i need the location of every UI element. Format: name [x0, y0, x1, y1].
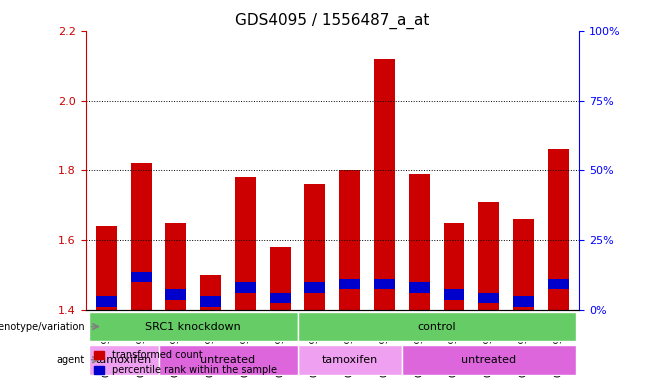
- Bar: [443, 223, 465, 310]
- Title: GDS4095 / 1556487_a_at: GDS4095 / 1556487_a_at: [235, 13, 430, 29]
- FancyBboxPatch shape: [89, 345, 159, 375]
- FancyBboxPatch shape: [402, 345, 576, 375]
- Bar: [165, 223, 186, 310]
- Bar: [478, 202, 499, 310]
- Bar: [200, 296, 221, 306]
- Text: control: control: [417, 321, 456, 331]
- Legend: transformed count, percentile rank within the sample: transformed count, percentile rank withi…: [90, 346, 281, 379]
- Bar: [340, 170, 360, 310]
- FancyBboxPatch shape: [297, 312, 576, 341]
- Bar: [235, 177, 256, 310]
- Bar: [443, 289, 465, 300]
- Text: genotype/variation: genotype/variation: [0, 321, 85, 331]
- Bar: [409, 282, 430, 293]
- Text: tamoxifen: tamoxifen: [95, 355, 152, 365]
- Bar: [409, 174, 430, 310]
- Text: SRC1 knockdown: SRC1 knockdown: [145, 321, 241, 331]
- FancyBboxPatch shape: [159, 345, 297, 375]
- Bar: [513, 296, 534, 306]
- Bar: [131, 163, 151, 310]
- Bar: [374, 278, 395, 289]
- FancyBboxPatch shape: [89, 312, 297, 341]
- Bar: [131, 271, 151, 282]
- Text: untreated: untreated: [461, 355, 517, 365]
- Text: tamoxifen: tamoxifen: [322, 355, 378, 365]
- Bar: [340, 278, 360, 289]
- Bar: [270, 247, 291, 310]
- Bar: [305, 282, 325, 293]
- Bar: [165, 289, 186, 300]
- Bar: [305, 184, 325, 310]
- Bar: [478, 293, 499, 303]
- Bar: [513, 219, 534, 310]
- Bar: [96, 226, 117, 310]
- Bar: [270, 293, 291, 303]
- Bar: [200, 275, 221, 310]
- Text: agent: agent: [57, 355, 85, 365]
- FancyBboxPatch shape: [297, 345, 402, 375]
- Bar: [547, 149, 569, 310]
- Bar: [374, 59, 395, 310]
- Text: untreated: untreated: [201, 355, 255, 365]
- Bar: [547, 278, 569, 289]
- Bar: [96, 296, 117, 306]
- Bar: [235, 282, 256, 293]
